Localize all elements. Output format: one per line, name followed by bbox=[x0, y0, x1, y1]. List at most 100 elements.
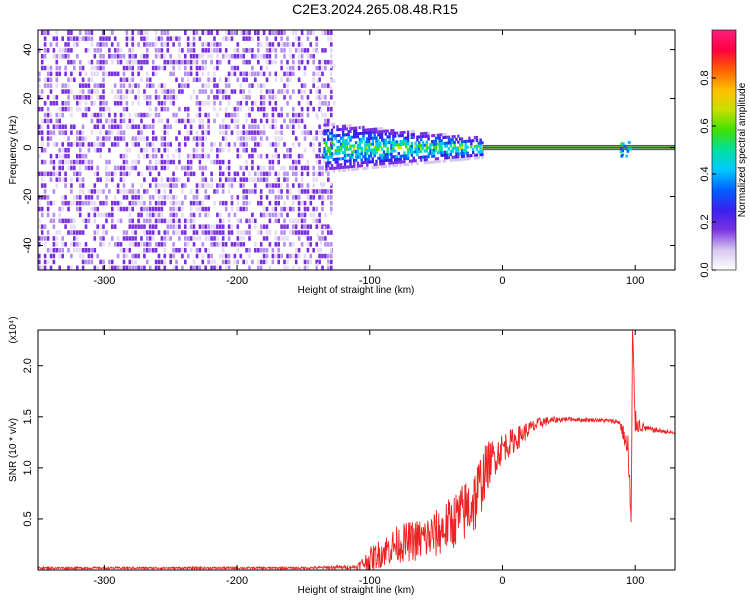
spectrogram-cell bbox=[406, 139, 410, 143]
spectrogram-cell bbox=[406, 151, 410, 155]
spectrogram-cell bbox=[449, 153, 453, 156]
spectrogram-cell bbox=[78, 30, 82, 35]
spectrogram-cell bbox=[134, 242, 137, 247]
spectrogram-cell bbox=[330, 95, 333, 100]
spectrogram-cell bbox=[271, 259, 275, 265]
spectrogram-cell bbox=[216, 65, 219, 71]
spectrogram-cell bbox=[438, 139, 441, 143]
spectrogram-cell bbox=[286, 36, 289, 41]
spectrogram-cell bbox=[466, 145, 469, 149]
spectrogram-cell bbox=[233, 112, 237, 118]
spectrogram-cell bbox=[271, 165, 275, 171]
spectrogram-cell bbox=[102, 54, 105, 59]
spectrogram-cell bbox=[140, 148, 143, 153]
spectrogram-cell bbox=[236, 136, 240, 141]
spectrogram-cell bbox=[219, 183, 222, 188]
spectrogram-cell bbox=[360, 158, 363, 162]
spectrogram-cell bbox=[169, 206, 172, 212]
spectrogram-cell bbox=[146, 59, 149, 65]
spectrogram-cell bbox=[251, 71, 254, 77]
spectrogram-cell bbox=[84, 224, 88, 229]
spectrogram-cell bbox=[442, 142, 445, 145]
spectrogram-cell bbox=[204, 30, 207, 35]
spectrogram-cell bbox=[219, 212, 222, 218]
spectrogram-cell bbox=[432, 142, 436, 146]
spectrogram-cell bbox=[315, 171, 318, 177]
spectrogram-cell bbox=[192, 265, 196, 271]
spectrogram-cell bbox=[347, 124, 350, 128]
spectrogram-cell bbox=[148, 265, 152, 271]
spectrogram-cell bbox=[131, 159, 134, 165]
spectrogram-cell bbox=[340, 166, 343, 170]
spectrogram-cell bbox=[373, 145, 376, 149]
spectrogram-cell bbox=[354, 153, 358, 156]
spectrogram-cell bbox=[393, 143, 397, 147]
spectrogram-cell bbox=[201, 165, 205, 171]
spectrogram-cell bbox=[327, 149, 330, 153]
spectrogram-cell bbox=[172, 218, 175, 224]
spectrogram-cell bbox=[146, 42, 149, 47]
spectrogram-cell bbox=[184, 259, 187, 265]
spectrogram-cell bbox=[280, 77, 283, 82]
spectrogram-cell bbox=[210, 42, 213, 47]
spectrogram-cell bbox=[449, 138, 453, 142]
spectrogram-cell bbox=[122, 118, 126, 124]
spectrogram-cell bbox=[248, 36, 251, 41]
spectrogram-cell bbox=[477, 144, 480, 148]
spectrogram-cell bbox=[268, 54, 272, 59]
spectrogram-cell bbox=[405, 136, 408, 140]
spectrogram-cell bbox=[151, 124, 155, 129]
spectrogram-cell bbox=[43, 259, 47, 265]
spectrogram-cell bbox=[332, 169, 335, 173]
spectrogram-cell bbox=[73, 142, 76, 147]
spectrogram-cell bbox=[406, 142, 410, 146]
spectrogram-cell bbox=[219, 48, 222, 53]
spectrogram-cell bbox=[236, 112, 240, 118]
spectrogram-cell bbox=[418, 141, 421, 145]
spectrogram-cell bbox=[99, 95, 102, 100]
spectrogram-cell bbox=[371, 142, 374, 146]
spectrogram-cell bbox=[393, 134, 397, 138]
spectrogram-cell bbox=[163, 142, 167, 147]
spectrogram-cell bbox=[418, 147, 421, 151]
spectrogram-cell bbox=[445, 135, 449, 139]
spectrogram-cell bbox=[207, 195, 210, 200]
spectrogram-cell bbox=[137, 89, 140, 94]
spectrogram-cell bbox=[321, 101, 324, 106]
spectrogram-cell bbox=[38, 130, 41, 135]
spectrogram-cell bbox=[184, 118, 187, 124]
spectrogram-cell bbox=[213, 142, 216, 147]
spectrogram-cell bbox=[297, 236, 301, 241]
spectrogram-cell bbox=[321, 206, 324, 212]
spectrogram-cell bbox=[334, 137, 337, 141]
spectrogram-cell bbox=[262, 106, 266, 112]
spectrogram-cell bbox=[262, 253, 266, 259]
spectrogram-cell bbox=[274, 106, 278, 112]
spectrogram-cell bbox=[178, 118, 181, 124]
spectrogram-cell bbox=[108, 159, 111, 165]
spectrogram-cell bbox=[224, 112, 228, 118]
spectrogram-cell bbox=[333, 152, 336, 157]
spectrogram-cell bbox=[303, 130, 307, 135]
spectrogram-cell bbox=[216, 153, 219, 159]
spectrogram-cell bbox=[248, 124, 251, 129]
spectrogram-cell bbox=[201, 118, 205, 124]
spectrogram-cell bbox=[343, 165, 347, 169]
spectrogram-cell bbox=[52, 95, 56, 100]
spectrogram-cell bbox=[239, 71, 243, 77]
spectrogram-cell bbox=[96, 148, 99, 153]
spectrogram-cell bbox=[131, 253, 134, 259]
spectrogram-cell bbox=[259, 83, 263, 88]
spectrogram-cell bbox=[128, 259, 132, 265]
spectrogram-cell bbox=[40, 159, 44, 165]
spectrogram-cell bbox=[380, 165, 384, 169]
spectrogram-cell bbox=[175, 230, 178, 235]
spectrogram-cell bbox=[81, 112, 85, 118]
spectrogram-cell bbox=[96, 142, 99, 147]
spectrogram-cell bbox=[356, 155, 360, 159]
spectrogram-cell bbox=[292, 54, 295, 59]
spectrogram-cell bbox=[157, 183, 161, 188]
spectrogram-cell bbox=[55, 36, 59, 41]
spectrogram-cell bbox=[52, 253, 56, 259]
spectrogram-cell bbox=[224, 136, 228, 141]
